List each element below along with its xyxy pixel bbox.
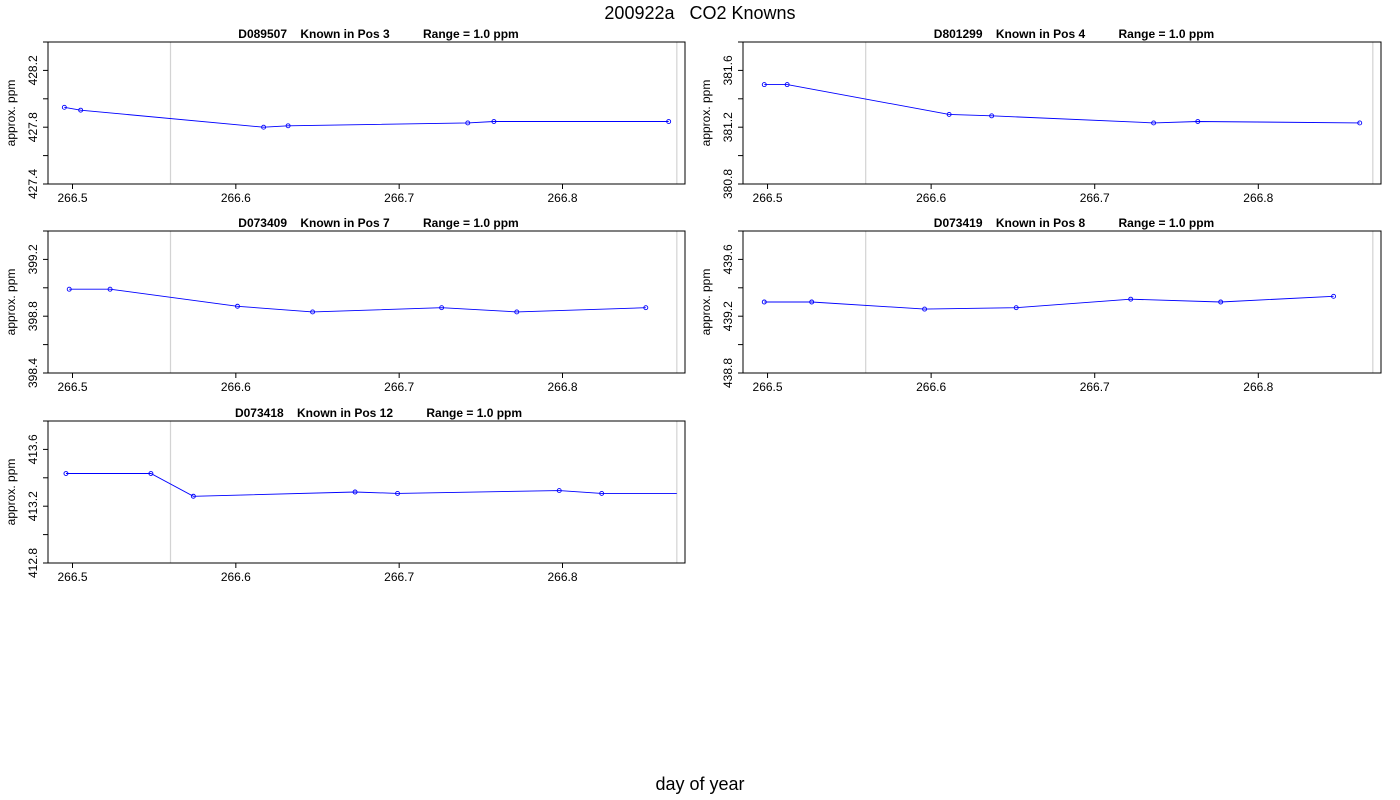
data-point <box>1195 119 1201 124</box>
panel-1: D089507 Known in Pos 3 Range = 1.0 ppm 26… <box>4 27 686 205</box>
panel-5: D073418 Known in Pos 12 Range = 1.0 ppm 2… <box>4 406 686 584</box>
x-tick-label: 266.5 <box>753 380 783 394</box>
plot-frame <box>742 41 1382 185</box>
x-tick-label: 266.6 <box>221 191 251 205</box>
y-tick-label: 412.8 <box>26 548 40 578</box>
data-point <box>395 490 400 496</box>
panel-title: D089507 Known in Pos 3 Range = 1.0 ppm <box>238 27 518 41</box>
x-tick-label: 266.8 <box>547 380 577 394</box>
x-tick-label: 266.8 <box>1243 380 1273 394</box>
series-line <box>66 473 677 497</box>
data-point <box>809 299 815 305</box>
y-tick-label: 413.6 <box>26 434 40 464</box>
y-tick-label: 427.4 <box>26 169 40 199</box>
y-tick-label: 380.8 <box>721 169 735 199</box>
series-line <box>64 106 669 128</box>
data-point <box>78 107 84 113</box>
data-point <box>1218 299 1224 305</box>
data-point <box>1331 293 1337 299</box>
data-point <box>1357 120 1363 126</box>
x-tick-label: 266.7 <box>384 191 414 205</box>
y-tick-label: 381.6 <box>721 55 735 85</box>
x-tick-label: 266.6 <box>916 191 946 205</box>
y-tick-label: 398.8 <box>26 301 40 331</box>
y-axis-label: approx. ppm <box>699 80 713 147</box>
x-tick-label: 266.6 <box>916 380 946 394</box>
data-point <box>784 82 790 88</box>
x-tick-label: 266.6 <box>221 380 251 394</box>
plot-frame <box>742 230 1382 374</box>
panel-2: D801299 Known in Pos 4 Range = 1.0 ppm 26… <box>699 27 1382 205</box>
y-tick-label: 439.2 <box>721 301 735 331</box>
y-tick-label: 399.2 <box>26 244 40 274</box>
data-point <box>666 119 672 124</box>
x-tick-label: 266.7 <box>1080 380 1110 394</box>
data-point <box>148 471 154 476</box>
data-point <box>556 488 562 494</box>
data-point <box>1128 296 1134 302</box>
x-tick-label: 266.7 <box>384 380 414 394</box>
x-tick-label: 266.8 <box>547 570 577 584</box>
x-tick-label: 266.5 <box>57 380 87 394</box>
panel-title: D073409 Known in Pos 7 Range = 1.0 ppm <box>238 216 518 230</box>
series-line <box>69 288 646 313</box>
y-tick-label: 398.4 <box>26 358 40 388</box>
y-tick-label: 381.2 <box>721 112 735 142</box>
y-tick-label: 413.2 <box>26 491 40 521</box>
x-tick-label: 266.5 <box>57 570 87 584</box>
data-point <box>761 82 767 88</box>
plot-frame <box>47 420 686 564</box>
x-tick-label: 266.6 <box>221 570 251 584</box>
data-point <box>599 490 605 496</box>
series-line <box>764 84 1360 124</box>
y-axis-label: approx. ppm <box>4 269 18 336</box>
data-point <box>989 113 995 119</box>
data-point <box>491 119 497 124</box>
y-axis-label: approx. ppm <box>4 459 18 526</box>
data-point <box>61 104 67 110</box>
plot-frame <box>47 230 686 374</box>
data-point <box>235 303 240 309</box>
data-point <box>107 286 113 292</box>
data-point <box>285 123 291 129</box>
x-tick-label: 266.7 <box>1080 191 1110 205</box>
y-axis-label: approx. ppm <box>4 80 18 147</box>
x-tick-label: 266.8 <box>1243 191 1273 205</box>
data-point <box>190 493 196 499</box>
data-point <box>1151 120 1157 126</box>
x-tick-label: 266.5 <box>57 191 87 205</box>
series-line <box>764 295 1334 310</box>
y-tick-label: 427.8 <box>26 112 40 142</box>
data-point <box>310 309 316 315</box>
data-point <box>946 111 952 117</box>
data-point <box>465 120 471 126</box>
data-point <box>439 305 445 311</box>
data-point <box>1013 305 1019 311</box>
panel-title: D073419 Known in Pos 8 Range = 1.0 ppm <box>934 216 1214 230</box>
figure-title: 200922a CO2 Knowns <box>604 3 796 23</box>
panel-3: D073409 Known in Pos 7 Range = 1.0 ppm 26… <box>4 216 686 394</box>
plot-frame <box>47 41 686 185</box>
y-tick-label: 439.6 <box>721 244 735 274</box>
data-point <box>514 309 520 315</box>
data-point <box>761 299 767 305</box>
data-point <box>66 286 72 292</box>
data-point <box>261 124 267 130</box>
panel-4: D073419 Known in Pos 8 Range = 1.0 ppm 26… <box>699 216 1382 394</box>
x-axis-title: day of year <box>655 774 745 794</box>
y-tick-label: 438.8 <box>721 358 735 388</box>
panel-title: D073418 Known in Pos 12 Range = 1.0 ppm <box>235 406 522 420</box>
data-point <box>63 471 69 476</box>
x-tick-label: 266.5 <box>753 191 783 205</box>
x-tick-label: 266.8 <box>547 191 577 205</box>
x-tick-label: 266.7 <box>384 570 414 584</box>
y-tick-label: 428.2 <box>26 55 40 85</box>
data-point <box>922 306 928 312</box>
panel-title: D801299 Known in Pos 4 Range = 1.0 ppm <box>934 27 1214 41</box>
y-axis-label: approx. ppm <box>699 269 713 336</box>
data-point <box>643 305 649 311</box>
data-point <box>352 489 358 495</box>
